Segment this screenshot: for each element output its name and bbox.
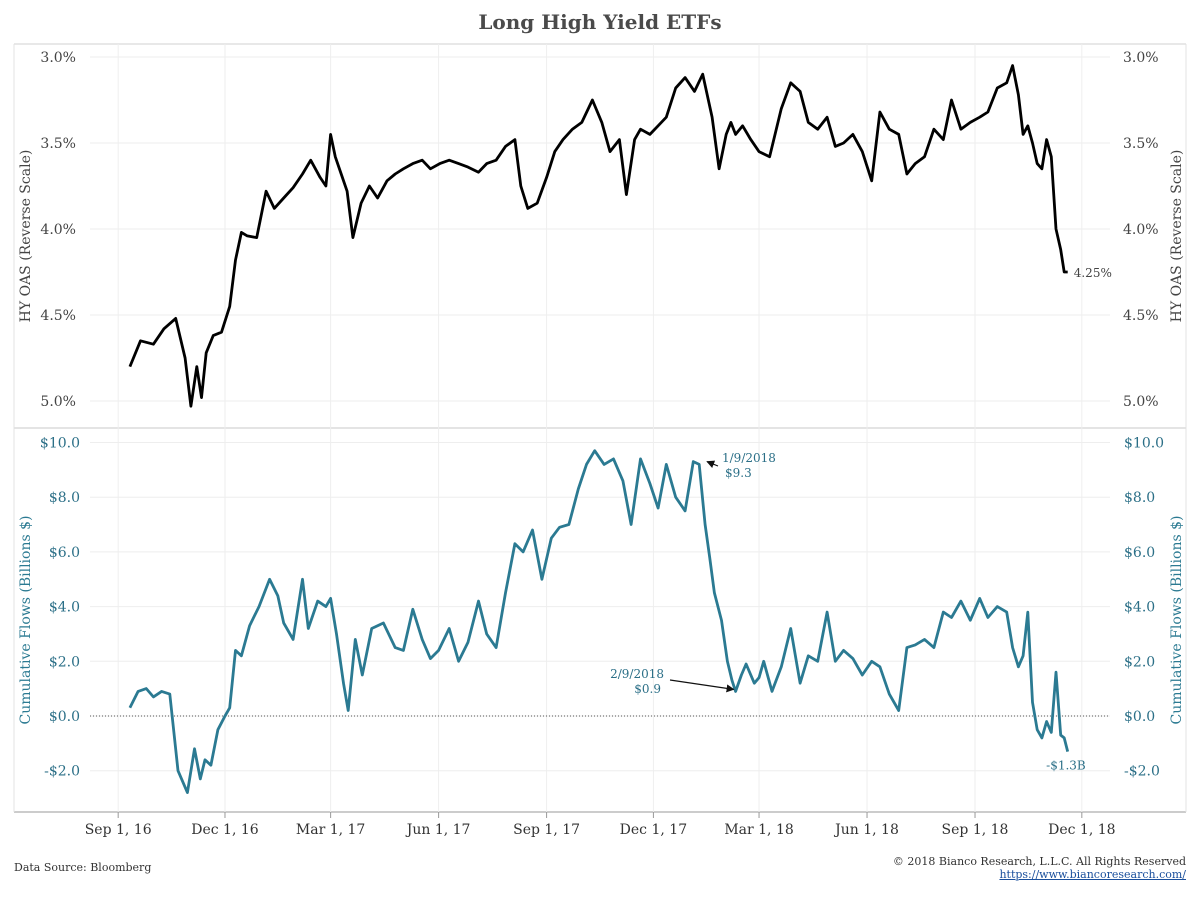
bottom-panel-series <box>128 449 1070 794</box>
top-y-tick-label-right: 3.5% <box>1123 136 1159 152</box>
cumulative-flows-series-line <box>128 449 1070 794</box>
bottom-y-tick-label-left: $4.0 <box>49 600 80 616</box>
bottom-end-value-label: -$1.3B <box>1046 759 1086 773</box>
website-link[interactable]: https://www.biancoresearch.com/ <box>999 868 1186 881</box>
annotation-2-date: 2/9/2018 <box>610 667 664 681</box>
x-tick-label: Jun 1, 18 <box>833 822 899 838</box>
bottom-y-tick-label-right: $0.0 <box>1124 709 1155 725</box>
top-panel-series <box>128 64 1068 408</box>
annotation-1-value: $9.3 <box>725 466 752 480</box>
x-tick-label: Sep 1, 17 <box>513 822 580 838</box>
annotation-2-value: $0.9 <box>634 682 661 696</box>
bottom-y-axis-title-left: Cumulative Flows (Billions $) <box>18 516 34 725</box>
top-y-tick-label-right: 3.0% <box>1123 50 1159 66</box>
x-tick-label: Mar 1, 18 <box>724 822 793 838</box>
annotation-2-arrow <box>669 679 735 693</box>
bottom-y-tick-label-right: -$2.0 <box>1124 764 1160 780</box>
bottom-y-tick-label-left: $6.0 <box>49 545 80 561</box>
x-tick-label: Dec 1, 17 <box>620 822 687 838</box>
x-tick-label: Dec 1, 18 <box>1048 822 1115 838</box>
annotation-1-date: 1/9/2018 <box>722 451 776 465</box>
x-tick-label: Mar 1, 17 <box>296 822 365 838</box>
bottom-y-tick-label-right: $4.0 <box>1124 600 1155 616</box>
top-y-tick-label-left: 5.0% <box>40 394 76 410</box>
top-y-tick-label-left: 4.5% <box>40 308 76 324</box>
chart-frame <box>13 43 1187 813</box>
top-y-tick-label-left: 3.0% <box>40 50 76 66</box>
x-tick-label: Sep 1, 16 <box>85 822 152 838</box>
bottom-y-tick-label-left: $10.0 <box>40 436 80 452</box>
bottom-y-tick-label-left: $0.0 <box>49 709 80 725</box>
hy-oas-series-line <box>128 64 1068 408</box>
bottom-y-tick-label-left: -$2.0 <box>44 764 80 780</box>
top-panel-grid <box>90 44 1110 812</box>
bottom-y-tick-label-right: $10.0 <box>1124 436 1164 452</box>
x-tick-label: Jun 1, 17 <box>405 822 471 838</box>
copyright-note: © 2018 Bianco Research, L.L.C. All Right… <box>892 855 1186 868</box>
bottom-y-tick-label-left: $8.0 <box>49 490 80 506</box>
x-tick-label: Dec 1, 16 <box>191 822 259 838</box>
top-panel-y-ticks: 3.0% 3.0% 3.5% 3.5% 4.0% 4.0% 4.5% 4.5% 5.0% 5.0% <box>40 50 1158 410</box>
top-y-tick-label-right: 5.0% <box>1123 394 1159 410</box>
bottom-y-tick-label-right: $2.0 <box>1124 654 1155 670</box>
data-source-note: Data Source: Bloomberg <box>14 861 152 874</box>
bottom-panel-y-ticks: -$2.0 -$2.0 $0.0 $0.0 $2.0 $2.0 $4.0 $4.0 $6.0 $6… <box>40 436 1164 780</box>
top-y-axis-title-right: HY OAS (Reverse Scale) <box>1169 150 1185 323</box>
top-y-tick-label-right: 4.5% <box>1123 308 1159 324</box>
top-y-tick-label-left: 4.0% <box>40 222 76 238</box>
chart-title: Long High Yield ETFs <box>478 10 722 34</box>
axis-labels: HY OAS (Reverse Scale) HY OAS (Reverse Sc… <box>18 150 1185 725</box>
top-y-tick-label-right: 4.0% <box>1123 222 1159 238</box>
x-tick-label: Sep 1, 18 <box>942 822 1009 838</box>
top-y-tick-label-left: 3.5% <box>40 136 76 152</box>
top-end-value-label: 4.25% <box>1074 266 1112 280</box>
annotations: 4.25% -$1.3B 1/9/2018$9.3 2/9/2018$0.9 <box>610 266 1112 773</box>
annotation-1-arrow <box>706 460 719 468</box>
x-axis: Sep 1, 16 Dec 1, 16 Mar 1, 17 Jun 1, 17 Sep … <box>85 812 1116 838</box>
bottom-y-tick-label-left: $2.0 <box>49 654 80 670</box>
bottom-y-tick-label-right: $8.0 <box>1124 490 1155 506</box>
bottom-y-axis-title-right: Cumulative Flows (Billions $) <box>1169 516 1185 725</box>
top-y-axis-title-left: HY OAS (Reverse Scale) <box>18 150 34 323</box>
bottom-y-tick-label-right: $6.0 <box>1124 545 1155 561</box>
